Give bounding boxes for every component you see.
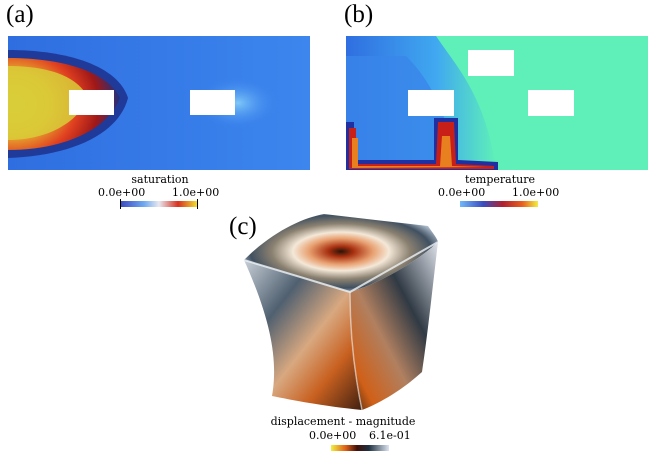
temperature-field-plot [346, 36, 648, 170]
colorbar-c-min-label: 0.0e+00 [309, 429, 357, 442]
panel-c-label: (c) [229, 213, 257, 240]
colorbar-a-title: saturation [131, 173, 189, 186]
obstacle-right [528, 90, 574, 116]
colorbar-c-max-label: 6.1e-01 [369, 429, 411, 442]
panel-a-label: (a) [6, 1, 34, 28]
colorbar-b-min-label: 0.0e+00 [438, 186, 486, 199]
colorbar-a-min-label: 0.0e+00 [98, 186, 146, 199]
obstacle-top [468, 50, 514, 76]
obstacle-right [190, 90, 235, 115]
colorbar-b-max-label: 1.0e+00 [512, 186, 560, 199]
colorbar-c-title: displacement - magnitude [270, 415, 416, 428]
obstacle-left [69, 90, 114, 115]
colorbar-b-title: temperature [464, 173, 535, 186]
obstacle-left [408, 90, 454, 116]
colorbar-b [460, 201, 538, 207]
colorbar-a [120, 199, 198, 209]
colorbar-c [331, 445, 389, 451]
saturation-field-plot [8, 36, 310, 170]
panel-b-label: (b) [344, 1, 374, 28]
colorbar-a-max-label: 1.0e+00 [172, 186, 220, 199]
displacement-cube-render [243, 214, 439, 411]
